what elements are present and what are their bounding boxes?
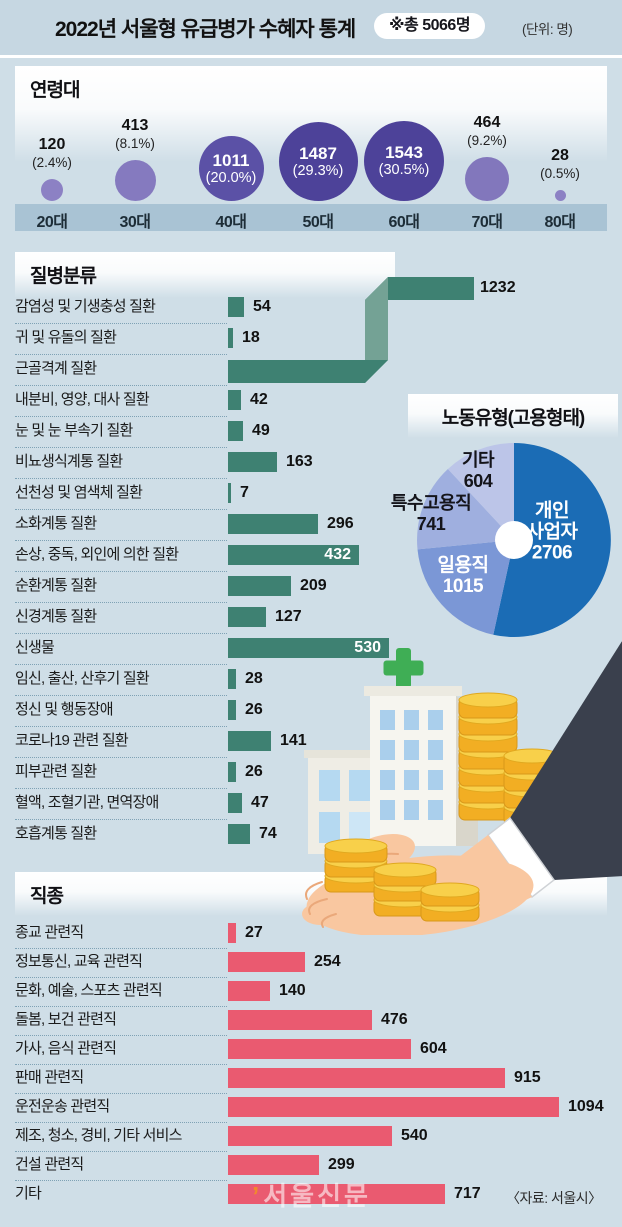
total-count-badge: ※총 5066명 — [374, 13, 486, 39]
pie-slice — [493, 443, 611, 637]
watermark-text: 서울신문 — [263, 1181, 371, 1211]
coin — [373, 862, 437, 887]
suit-arm — [510, 641, 622, 880]
age-axis-band — [15, 204, 607, 231]
pie-slice — [447, 443, 514, 540]
pie-donut-hole — [495, 521, 533, 559]
wrapped-bar-value: 1232 — [480, 279, 516, 296]
disease-section-header: 질병분류 — [15, 252, 395, 298]
wrapped-bar-top-segment — [365, 277, 474, 300]
watermark-tick: ’ — [252, 1181, 263, 1211]
green-cross-icon — [383, 648, 424, 688]
labor-section-header: 노동유형(고용형태) — [408, 394, 618, 438]
labor-section-title: 노동유형(고용형태) — [441, 408, 586, 429]
coin — [458, 692, 518, 719]
watermark: ’서울신문 — [252, 1176, 371, 1213]
coin — [420, 882, 480, 907]
age-section-title: 연령대 — [30, 80, 80, 101]
disease-section-title: 질병분류 — [30, 266, 97, 287]
labor-pie-chart — [417, 443, 611, 637]
wrapped-bar-bottom-segment — [228, 360, 388, 383]
header-bar: 2022년 서울형 유급병가 수혜자 통계 ※총 5066명 (단위: 명) — [0, 0, 622, 58]
coin — [324, 838, 388, 863]
hand-coins-illustration — [302, 641, 622, 935]
pie-slice — [417, 469, 514, 550]
coin-stack-front — [324, 838, 480, 922]
unit-note: (단위: 명) — [522, 22, 573, 37]
wrapped-bar-fold-segment — [365, 277, 388, 383]
page-title: 2022년 서울형 유급병가 수혜자 통계 — [55, 18, 356, 41]
source-note: 〈자료: 서울시〉 — [506, 1190, 602, 1206]
pie-slice — [417, 540, 514, 635]
job-section-title: 직종 — [30, 886, 64, 907]
